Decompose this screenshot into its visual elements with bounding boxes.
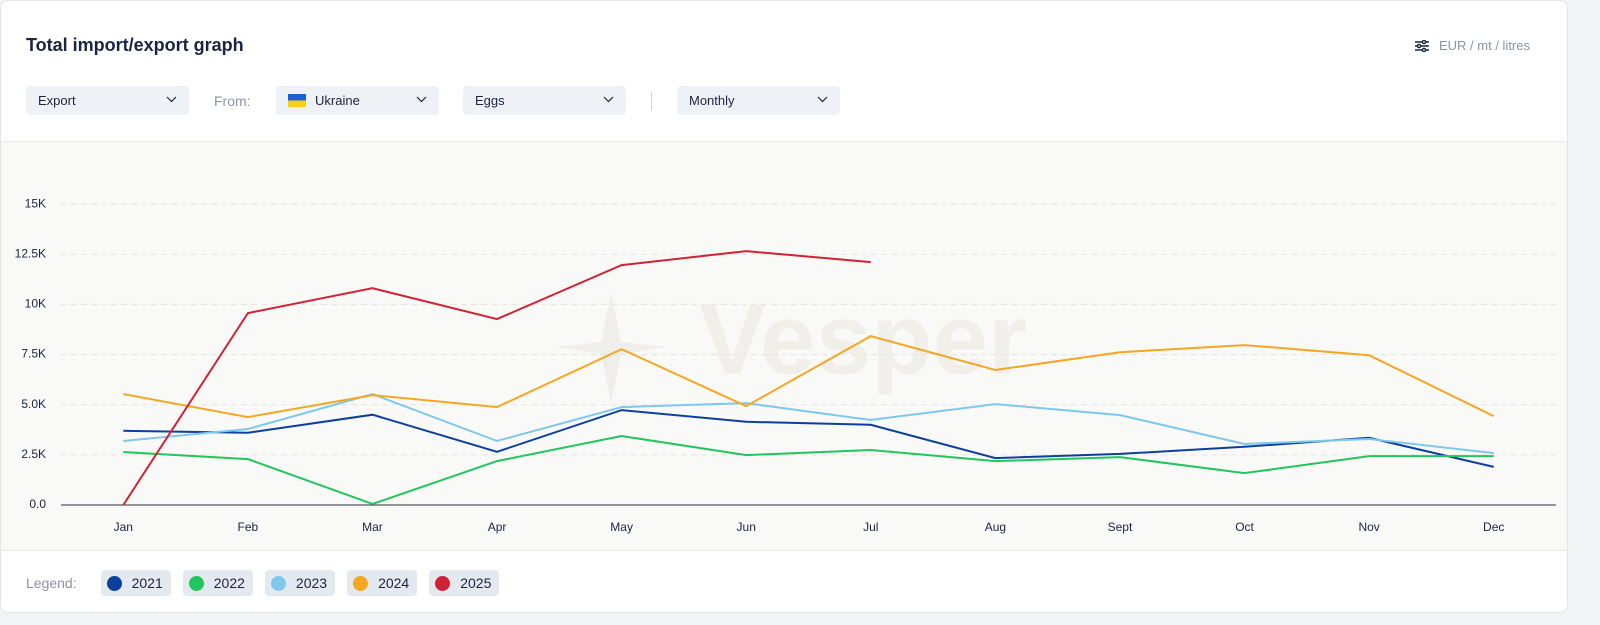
series-line [123, 409, 1494, 468]
legend-text: 2024 [378, 575, 410, 591]
legend-item[interactable]: 2022 [182, 570, 253, 596]
legend-dot [353, 575, 369, 591]
x-tick-label: May [610, 520, 633, 534]
legend-dot [435, 575, 451, 591]
series-line [123, 335, 1495, 419]
units-button[interactable]: EUR / mt / litres [1414, 38, 1530, 53]
legend-item[interactable]: 2025 [429, 570, 500, 596]
from-label: From: [214, 93, 251, 109]
graph-card: Total import/export graph EUR / mt / lit… [0, 0, 1568, 613]
x-tick-label: Oct [1235, 520, 1254, 534]
legend-text: 2021 [131, 575, 163, 591]
y-tick-label: 5.0K [21, 397, 46, 411]
dropdown-value: Ukraine [315, 93, 360, 108]
legend-text: 2023 [295, 575, 328, 591]
dropdown-value: Export [38, 93, 76, 108]
chevron [166, 96, 177, 103]
legend-dot [188, 575, 204, 591]
series-line [122, 250, 871, 506]
legend-label: Legend: [26, 575, 77, 591]
series-line [123, 393, 1494, 455]
watermark-logo [556, 292, 666, 402]
series-line [123, 434, 1494, 506]
x-tick-label: Feb [238, 520, 259, 534]
x-tick-label: Aug [985, 520, 1006, 534]
x-tick-label: Jul [863, 520, 878, 534]
legend-text: 2025 [460, 575, 492, 591]
x-tick-label: Jan [114, 520, 133, 534]
y-tick-label: 2.5K [21, 447, 46, 461]
flow-dropdown[interactable]: Export [26, 86, 189, 115]
legend-item[interactable]: 2023 [264, 570, 336, 596]
x-tick-label: Nov [1358, 520, 1379, 534]
dropdown-value: Monthly [689, 93, 735, 108]
legend-text: 2022 [213, 575, 245, 591]
x-tick-label: Dec [1483, 520, 1504, 534]
legend-dot [270, 575, 286, 591]
chevron [817, 96, 828, 103]
y-tick-label: 12.5K [15, 246, 46, 260]
flag-icon [288, 94, 306, 107]
product-dropdown[interactable]: Eggs [463, 86, 626, 115]
chevron [416, 96, 427, 103]
title: Total import/export graph [26, 35, 244, 55]
dropdown-value: Eggs [475, 93, 505, 108]
y-tick-label: 0.0 [29, 497, 46, 511]
legend-item[interactable]: 2021 [100, 570, 171, 596]
y-tick-label: 7.5K [21, 347, 46, 361]
legend-dot [106, 575, 122, 591]
y-tick-label: 15K [25, 196, 46, 210]
y-tick-label: 10K [25, 297, 46, 311]
legend: Legend: 2021 2022 2023 2024 2025 [26, 570, 500, 596]
x-tick-label: Mar [362, 520, 383, 534]
chevron [603, 96, 614, 103]
settings-icon [1414, 39, 1429, 52]
x-tick-label: Sept [1108, 520, 1133, 534]
legend-item[interactable]: 2024 [347, 570, 418, 596]
units-label: EUR / mt / litres [1438, 38, 1530, 53]
divider [651, 92, 652, 110]
x-tick-label: Jun [737, 520, 756, 534]
country-dropdown[interactable]: Ukraine [276, 86, 439, 115]
chart-area: Vesper 0.0 2.5K 5.0K 7.5K 10K 12.5K 15K Jan Feb M… [1, 141, 1567, 551]
period-dropdown[interactable]: Monthly [677, 86, 840, 115]
x-tick-label: Apr [488, 520, 507, 534]
